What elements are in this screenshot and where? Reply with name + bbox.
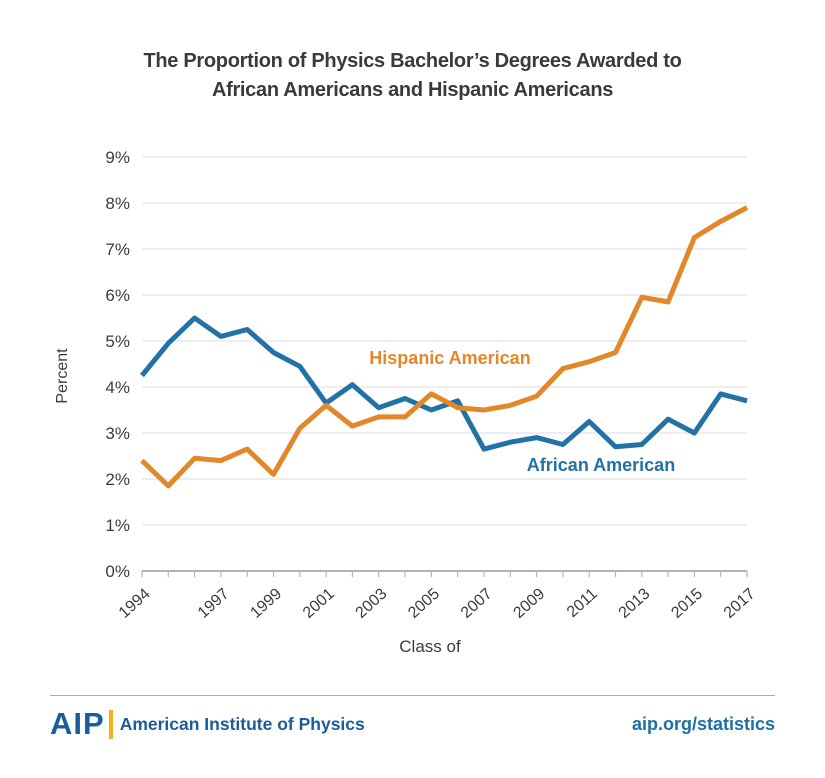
y-tick-label: 2% [105,470,130,489]
y-tick-label: 7% [105,240,130,259]
x-tick-label: 2017 [721,585,759,622]
x-tick-label: 1994 [116,585,154,622]
y-tick-label: 8% [105,194,130,213]
chart-title-line2: African Americans and Hispanic Americans [211,79,614,101]
y-tick-label: 5% [105,332,130,351]
x-tick-label: 2015 [668,585,706,622]
series-label-african-american: African American [527,455,675,475]
series-label-hispanic-american: Hispanic American [369,348,530,368]
x-tick-label: 2005 [405,585,443,622]
line-chart: 9% 8% 7% 6% 5% 4% 3% 2% 1% 0% 1994 1997 1999 2001 2003… [54,148,759,656]
aip-logo: AIP American Institute of Physics [50,706,365,741]
aip-logo-text: AIP [50,706,105,741]
chart-title-line1: The Proportion of Physics Bachelor’s Deg… [143,50,682,72]
x-tick-label: 2001 [300,585,338,622]
x-tick-label: 1997 [195,585,233,622]
x-tick-label: 2007 [458,585,496,622]
african-american-line [140,315,748,452]
y-tick-label: 3% [105,424,130,443]
y-tick-label: 1% [105,516,130,535]
y-tick-label: 9% [105,148,130,167]
plot-area: 9% 8% 7% 6% 5% 4% 3% 2% 1% 0% 1994 1997 1999 2001 2003… [105,148,758,622]
x-tick-label: 2011 [564,585,601,621]
x-tick-label: 2013 [616,585,654,622]
footer: AIP American Institute of Physics aip.or… [50,695,775,739]
aip-logo-bar [108,709,113,739]
statistics-link[interactable]: aip.org/statistics [631,713,775,734]
x-tick-label: 2009 [510,585,548,622]
y-axis-title: Percent [54,348,71,404]
aip-org-name: American Institute of Physics [119,713,365,734]
x-axis-title: Class of [399,637,461,656]
y-tick-label: 4% [105,378,130,397]
x-tick-label: 1999 [247,585,285,622]
y-tick-label: 0% [105,562,130,581]
chart-title: The Proportion of Physics Bachelor’s Deg… [0,47,825,105]
hispanic-american-line [140,205,749,489]
y-tick-label: 6% [105,286,130,305]
x-tick-label: 2003 [353,585,391,622]
